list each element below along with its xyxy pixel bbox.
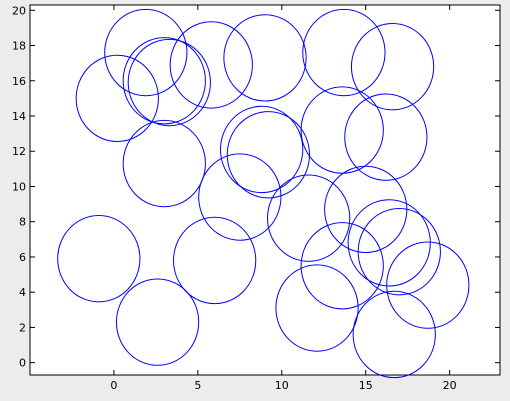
circle (275, 264, 359, 352)
circle (226, 111, 310, 199)
y-axis: 0 2 4 6 8 10 12 14 16 18 20 (12, 4, 500, 370)
x-tick-label: 20 (443, 379, 457, 392)
y-tick-label: 16 (12, 75, 26, 88)
circle (302, 8, 386, 97)
y-tick-label: 12 (12, 145, 26, 158)
circle (57, 215, 141, 303)
circle (198, 153, 282, 241)
x-tick-label: 5 (194, 379, 201, 392)
circle (115, 278, 200, 366)
circles-series (57, 8, 470, 379)
circle (347, 199, 431, 287)
y-tick-label: 8 (19, 216, 26, 229)
y-tick-label: 10 (12, 180, 26, 193)
y-tick-label: 18 (12, 40, 26, 53)
circle (357, 208, 441, 296)
y-tick-label: 4 (19, 286, 26, 299)
circle (173, 216, 257, 305)
y-tick-label: 20 (12, 4, 26, 17)
circle (386, 241, 470, 329)
circle (344, 93, 428, 181)
circle (122, 119, 206, 208)
circle (169, 21, 253, 109)
y-tick-label: 2 (19, 321, 26, 334)
circle (300, 222, 384, 310)
circle (104, 8, 188, 97)
y-tick-label: 14 (12, 110, 26, 123)
y-tick-label: 0 (19, 357, 26, 370)
x-tick-label: 15 (359, 379, 373, 392)
circle (350, 22, 435, 111)
y-tick-label: 6 (19, 251, 26, 264)
circle (75, 54, 159, 143)
circle (127, 38, 211, 127)
circle (220, 105, 304, 194)
circle (352, 290, 436, 379)
x-tick-label: 10 (275, 379, 289, 392)
x-axis: 0 5 10 15 20 (110, 5, 457, 392)
circle (122, 37, 206, 125)
circle (223, 14, 307, 102)
circle (267, 174, 351, 262)
x-tick-label: 0 (110, 379, 117, 392)
plot-area (29, 4, 501, 376)
